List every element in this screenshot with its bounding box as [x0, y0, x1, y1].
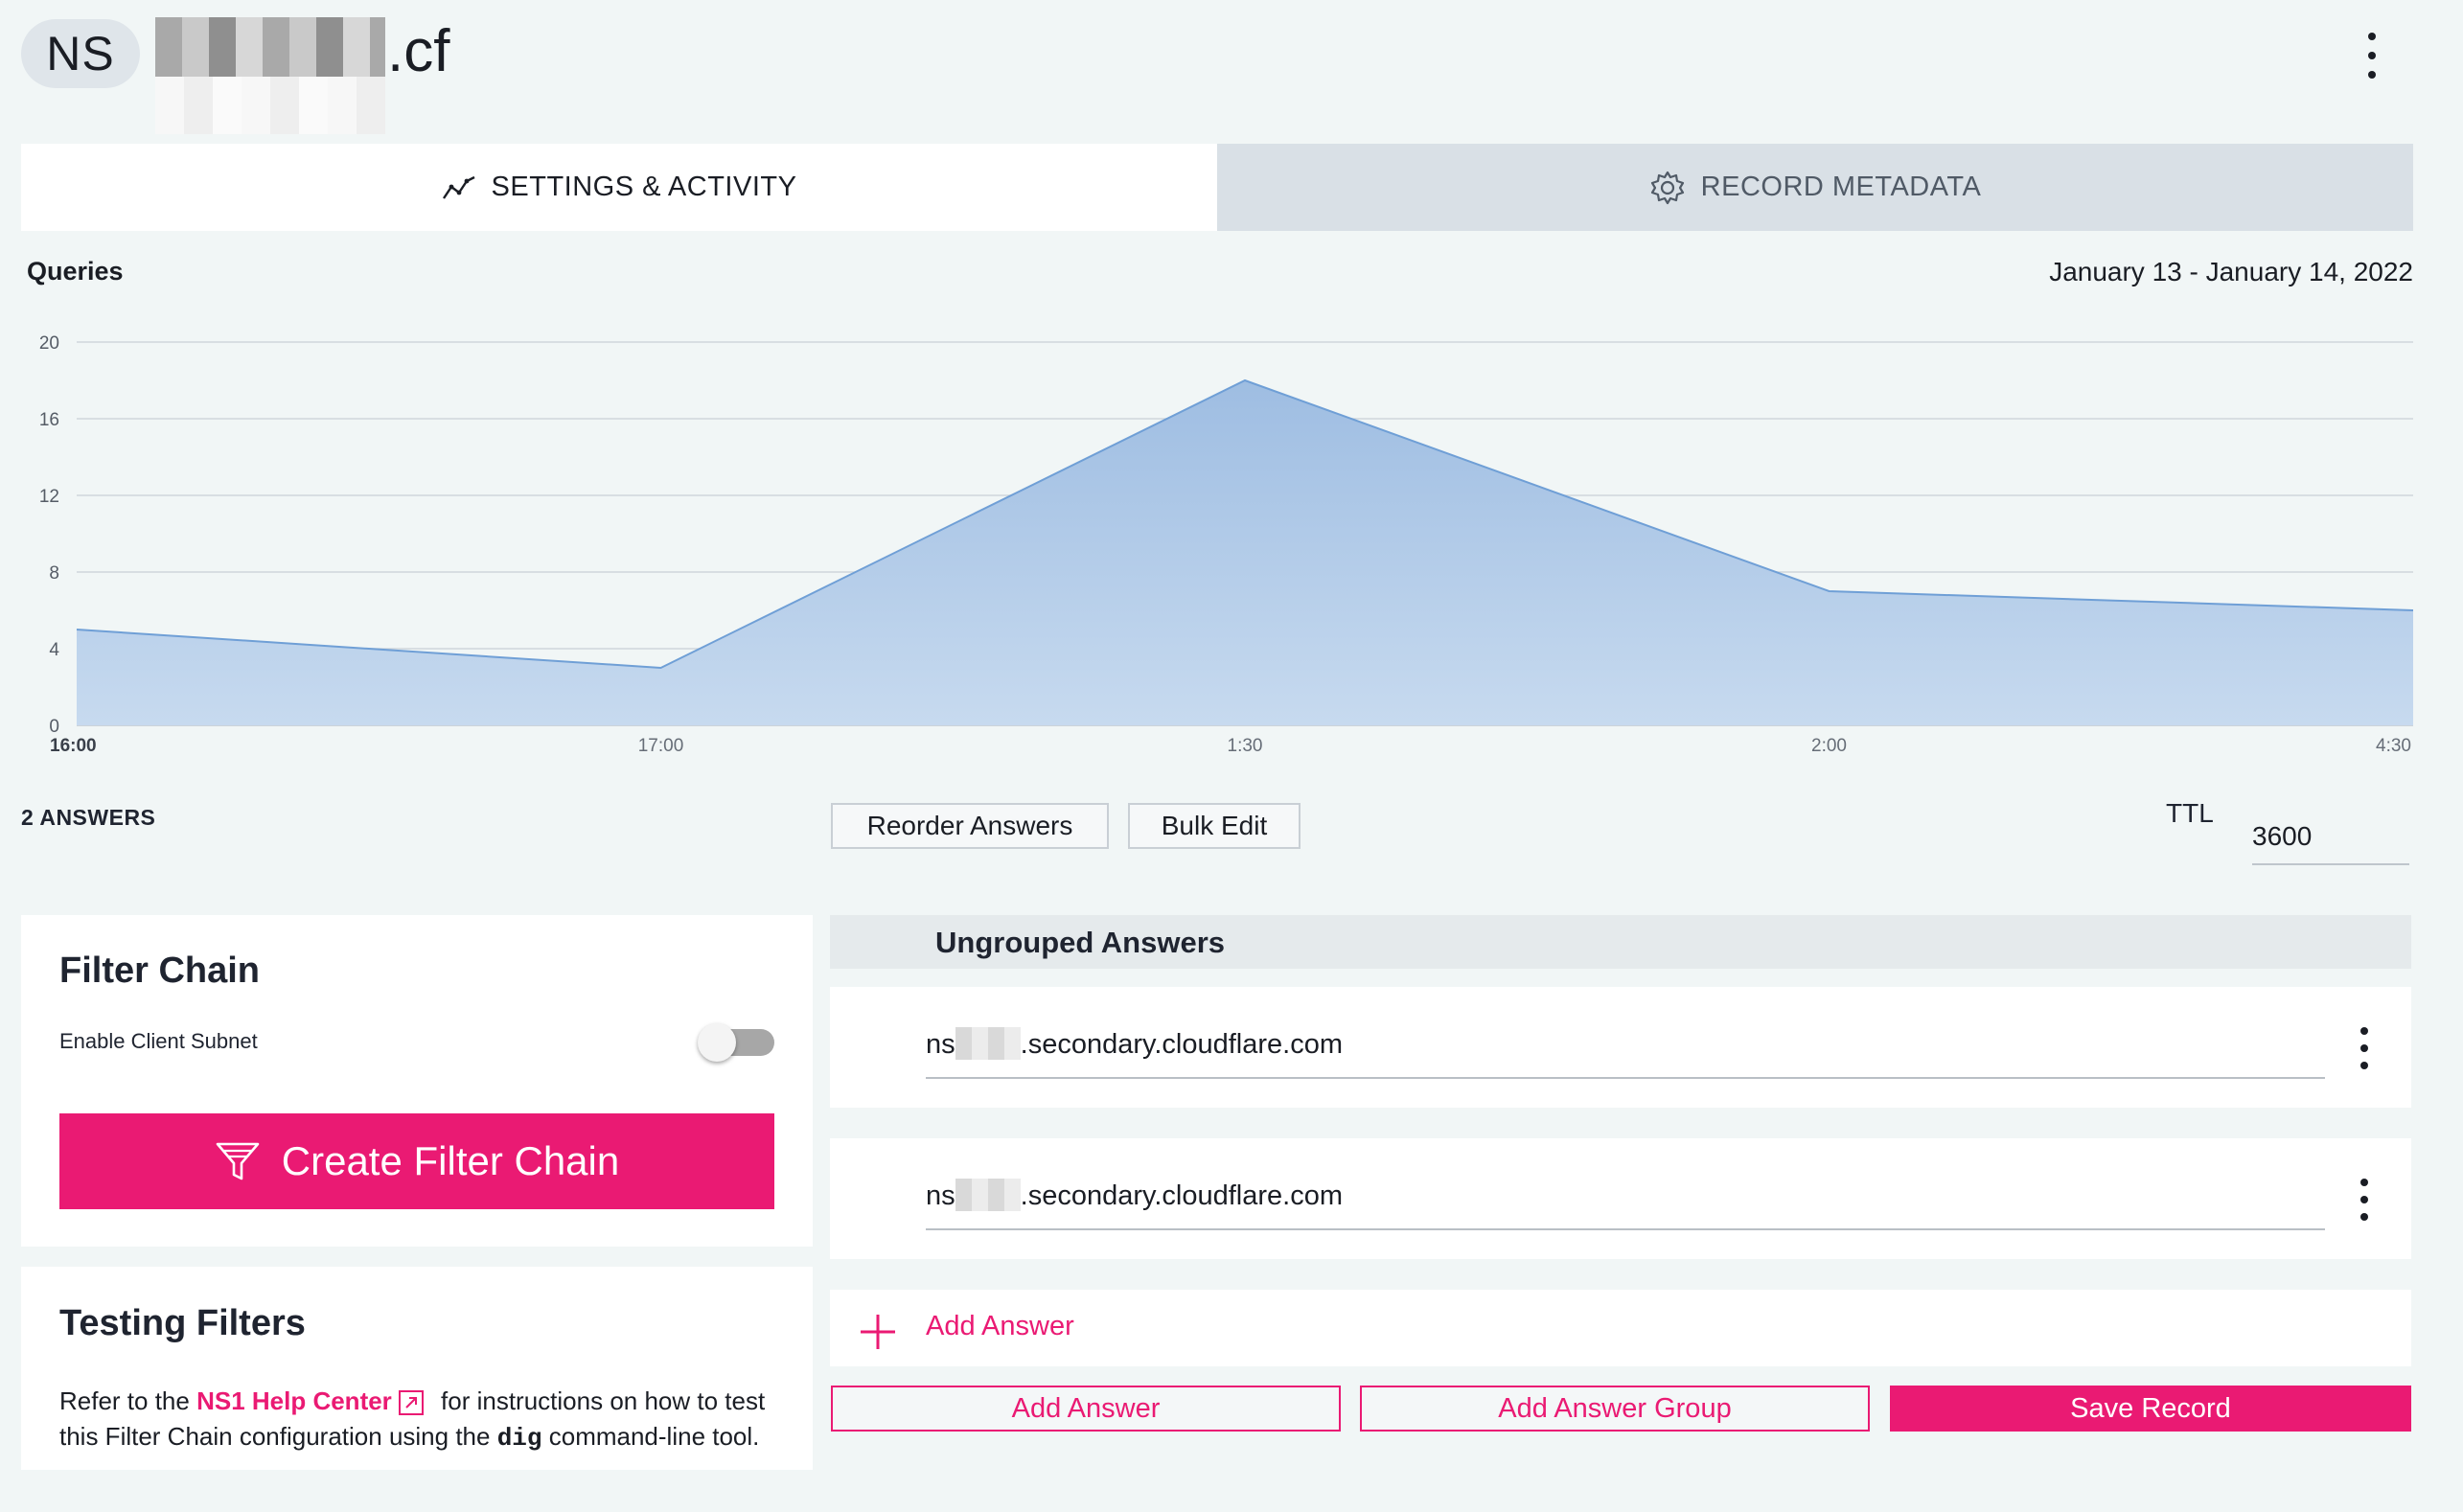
kebab-dot: [2368, 52, 2376, 59]
kebab-dot: [2360, 1179, 2368, 1186]
answer-value[interactable]: ns .secondary.cloudflare.com: [926, 1179, 1343, 1212]
answer-group-title: Ungrouped Answers: [935, 926, 1225, 959]
gear-icon: [1650, 171, 1684, 204]
dig-code: dig: [496, 1424, 542, 1453]
y-tick-label: 20: [39, 333, 59, 354]
testing-filters-panel: [21, 1267, 813, 1470]
plus-icon[interactable]: [857, 1311, 899, 1353]
ns1-help-center-link[interactable]: NS1 Help Center: [196, 1386, 392, 1415]
x-tick-label: 2:00: [1811, 736, 1847, 756]
client-subnet-toggle[interactable]: [698, 1023, 774, 1062]
queries-line: [76, 378, 2414, 670]
answer-menu-button[interactable]: [2357, 1027, 2372, 1069]
answer-prefix: ns: [926, 1029, 955, 1060]
y-tick-label: 4: [49, 640, 59, 660]
chart-date-range: January 13 - January 14, 2022: [2049, 257, 2413, 286]
kebab-dot: [2368, 33, 2376, 40]
tab-record-metadata[interactable]: RECORD METADATA: [1217, 144, 2413, 231]
ttl-input[interactable]: [2252, 810, 2409, 865]
y-tick-label: 8: [49, 563, 59, 584]
tab-label: RECORD METADATA: [1700, 172, 1982, 202]
answer-underline: [926, 1228, 2325, 1230]
testing-filters-text: Refer to the NS1 Help Center for instruc…: [59, 1384, 807, 1456]
tab-settings-activity[interactable]: SETTINGS & ACTIVITY: [21, 144, 1217, 231]
answer-group-header: [830, 915, 2411, 969]
text-end: command-line tool.: [541, 1422, 760, 1451]
answer-row: [830, 1138, 2411, 1259]
text-after: for instructions on how to test this Fil…: [59, 1386, 766, 1451]
save-record-button[interactable]: Save Record: [1890, 1386, 2411, 1432]
create-filter-chain-button[interactable]: Create Filter Chain: [59, 1113, 774, 1209]
x-tick-label: 4:30: [2376, 736, 2411, 756]
testing-filters-title: Testing Filters: [59, 1303, 306, 1343]
enable-client-subnet-label: Enable Client Subnet: [59, 1029, 258, 1053]
answer-menu-button[interactable]: [2357, 1179, 2372, 1221]
redacted-segment: [955, 1027, 1021, 1061]
queries-area: [77, 380, 2413, 725]
ttl-label: TTL: [2166, 798, 2214, 828]
x-tick-label: 16:00: [50, 736, 97, 756]
tab-label: SETTINGS & ACTIVITY: [491, 172, 797, 202]
text-before: Refer to the: [59, 1386, 197, 1415]
y-tick-label: 0: [49, 717, 59, 737]
kebab-dot: [2360, 1027, 2368, 1035]
answer-value[interactable]: ns .secondary.cloudflare.com: [926, 1027, 1343, 1061]
bulk-edit-button[interactable]: Bulk Edit: [1128, 803, 1301, 849]
kebab-dot: [2360, 1196, 2368, 1203]
chart-line-icon: [442, 175, 475, 199]
record-type-badge: NS: [21, 19, 140, 88]
queries-chart: 0 4 8 12 16 20 16:00 17:00 1:30 2:00 4:30: [39, 333, 2414, 756]
kebab-dot: [2360, 1044, 2368, 1052]
toggle-knob: [698, 1023, 736, 1062]
add-answer-link[interactable]: Add Answer: [926, 1311, 1074, 1341]
external-link-icon[interactable]: [398, 1389, 425, 1416]
add-answer-button[interactable]: Add Answer: [831, 1386, 1341, 1432]
filter-chain-title: Filter Chain: [59, 951, 261, 991]
record-menu-button[interactable]: [2359, 33, 2384, 79]
kebab-dot: [2368, 71, 2376, 79]
filter-icon: [216, 1142, 260, 1180]
create-filter-chain-label: Create Filter Chain: [281, 1138, 620, 1183]
y-tick-label: 16: [39, 410, 59, 430]
add-answer-row: [830, 1290, 2411, 1366]
answers-count: 2 ANSWERS: [21, 805, 156, 830]
answer-prefix: ns: [926, 1180, 955, 1211]
add-answer-group-button[interactable]: Add Answer Group: [1360, 1386, 1870, 1432]
answer-suffix: .secondary.cloudflare.com: [1020, 1029, 1343, 1060]
answer-row: [830, 987, 2411, 1108]
chart-title: Queries: [27, 257, 124, 286]
x-tick-label: 17:00: [638, 736, 684, 756]
redacted-domain-shadow: [155, 77, 385, 134]
y-tick-label: 12: [39, 487, 59, 507]
answer-suffix: .secondary.cloudflare.com: [1020, 1180, 1343, 1211]
answer-underline: [926, 1077, 2325, 1079]
reorder-answers-button[interactable]: Reorder Answers: [831, 803, 1109, 849]
x-tick-label: 1:30: [1228, 736, 1263, 756]
domain-suffix: .cf: [387, 18, 450, 84]
kebab-dot: [2360, 1062, 2368, 1069]
kebab-dot: [2360, 1213, 2368, 1221]
redacted-domain: [155, 17, 385, 77]
redacted-segment: [955, 1179, 1021, 1212]
